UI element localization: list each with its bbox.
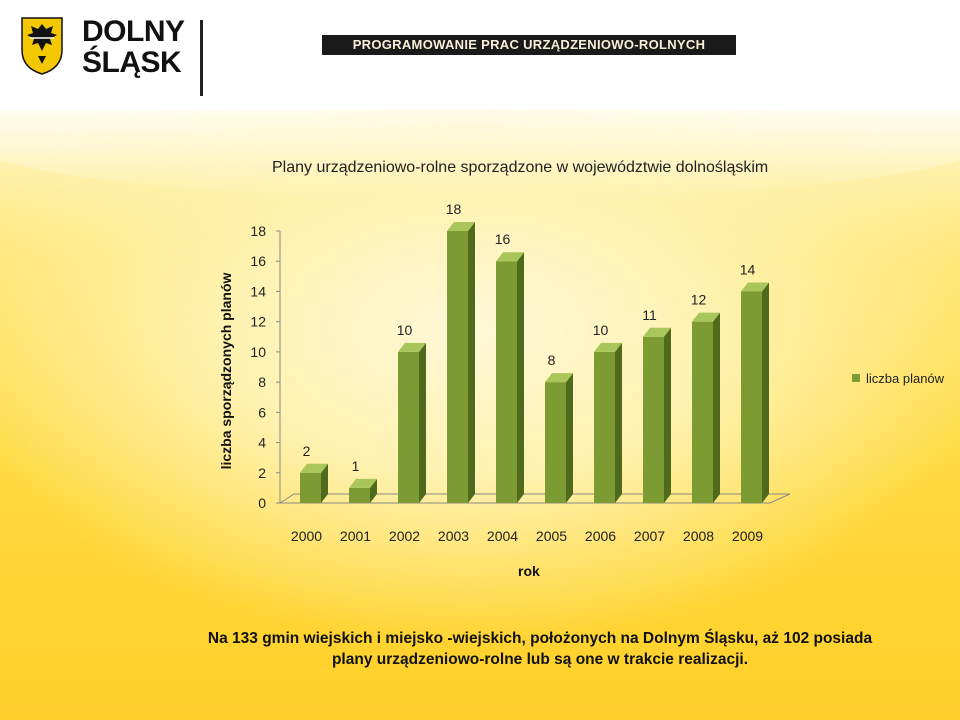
bar-top <box>594 342 622 352</box>
bar-side <box>615 342 622 503</box>
bar-top <box>349 478 377 488</box>
x-tick-label: 2006 <box>585 528 616 544</box>
bar-top <box>692 312 720 322</box>
bar <box>692 321 713 503</box>
footnote-line2: plany urządzeniowo-rolne lub są one w tr… <box>331 651 749 668</box>
bar-side <box>762 282 769 503</box>
legend-swatch <box>852 374 860 382</box>
coat-of-arms-icon <box>21 17 63 75</box>
program-banner: PROGRAMOWANIE PRAC URZĄDZENIOWO-ROLNYCH <box>322 35 736 55</box>
bar-top <box>643 327 671 337</box>
bar-top <box>741 282 769 292</box>
logo-divider <box>200 20 203 96</box>
data-label: 11 <box>642 307 657 323</box>
bar-side <box>664 327 671 503</box>
data-label: 10 <box>397 322 413 338</box>
bar-side <box>566 373 573 503</box>
x-tick-label: 2005 <box>536 528 567 544</box>
footnote-line1: Na 133 gmin wiejskich i miejsko -wiejski… <box>207 630 873 647</box>
footnote: Na 133 gmin wiejskich i miejsko -wiejski… <box>160 628 920 670</box>
y-tick-label: 8 <box>258 374 266 390</box>
y-tick-label: 6 <box>258 404 266 420</box>
bar <box>545 382 566 503</box>
y-tick-label: 2 <box>258 465 266 481</box>
bar-side <box>468 222 475 503</box>
legend-label: liczba planów <box>866 371 945 386</box>
bar-side <box>419 342 426 503</box>
bar <box>447 231 468 503</box>
y-tick-label: 10 <box>250 344 266 360</box>
data-label: 8 <box>548 352 556 368</box>
bar-top <box>545 373 573 383</box>
x-tick-label: 2004 <box>487 528 518 544</box>
x-axis-label: rok <box>518 563 540 579</box>
data-label: 1 <box>352 458 360 474</box>
data-label: 12 <box>691 292 707 308</box>
logo-text-line2: ŚLĄSK <box>82 46 182 79</box>
bar-side <box>321 463 328 503</box>
bar <box>643 336 664 503</box>
bar <box>398 351 419 503</box>
bar-top <box>300 463 328 473</box>
x-tick-label: 2008 <box>683 528 714 544</box>
bar-top <box>447 222 475 231</box>
bar <box>594 351 615 503</box>
y-tick-label: 0 <box>258 495 266 511</box>
x-tick-label: 2000 <box>291 528 322 544</box>
bar <box>349 487 370 503</box>
y-tick-label: 12 <box>250 314 266 330</box>
data-label: 18 <box>446 201 462 217</box>
bar <box>741 291 762 503</box>
x-tick-label: 2009 <box>732 528 763 544</box>
logo-text-line1: DOLNY <box>82 15 185 48</box>
x-tick-label: 2001 <box>340 528 371 544</box>
y-tick-label: 14 <box>250 283 266 299</box>
x-tick-label: 2002 <box>389 528 420 544</box>
y-tick-label: 16 <box>250 253 266 269</box>
data-label: 2 <box>303 443 311 459</box>
bar-top <box>496 252 524 262</box>
bar-side <box>517 252 524 503</box>
bar-side <box>370 478 377 503</box>
header-curve <box>0 70 960 200</box>
y-tick-label: 18 <box>250 223 266 239</box>
dolny-slask-logo: DOLNY ŚLĄSK <box>18 16 198 81</box>
x-tick-label: 2007 <box>634 528 665 544</box>
bar <box>300 472 321 503</box>
x-tick-label: 2003 <box>438 528 469 544</box>
chart-title: Plany urządzeniowo-rolne sporządzone w w… <box>272 159 769 176</box>
bar-top <box>398 342 426 352</box>
y-tick-label: 4 <box>258 435 266 451</box>
bar-side <box>713 312 720 503</box>
bar <box>496 261 517 503</box>
data-label: 10 <box>593 322 609 338</box>
data-label: 16 <box>495 231 511 247</box>
data-label: 14 <box>740 261 756 277</box>
